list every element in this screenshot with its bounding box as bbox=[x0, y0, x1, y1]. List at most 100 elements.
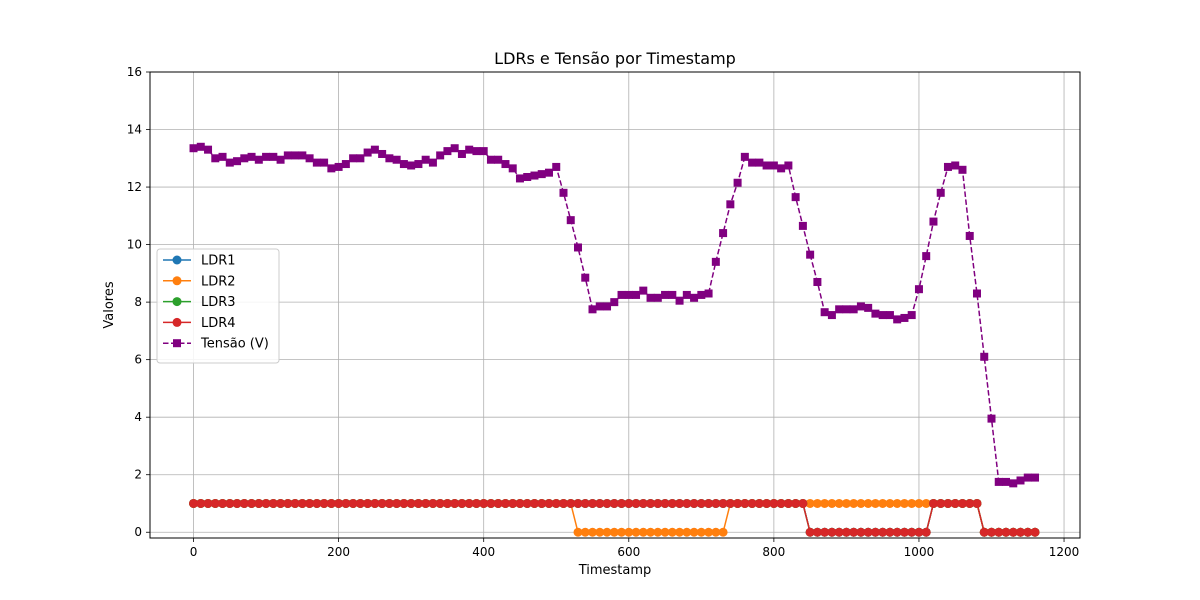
data-point bbox=[501, 160, 510, 169]
data-point bbox=[624, 290, 633, 299]
data-point bbox=[950, 498, 960, 508]
x-tick-label: 200 bbox=[327, 545, 350, 559]
data-point bbox=[595, 302, 604, 311]
data-point bbox=[754, 498, 764, 508]
y-tick-label: 10 bbox=[127, 238, 142, 252]
data-point bbox=[573, 527, 583, 537]
y-tick-label: 0 bbox=[134, 525, 142, 539]
data-point bbox=[885, 311, 894, 320]
data-point bbox=[544, 498, 554, 508]
data-point bbox=[798, 498, 808, 508]
data-point bbox=[827, 498, 837, 508]
data-point bbox=[595, 498, 605, 508]
data-point bbox=[1008, 527, 1018, 537]
data-point bbox=[225, 498, 235, 508]
data-point bbox=[254, 155, 263, 164]
data-point bbox=[479, 147, 488, 156]
data-point bbox=[784, 161, 793, 170]
data-point bbox=[443, 147, 452, 156]
legend-label: LDR2 bbox=[201, 274, 236, 289]
data-point bbox=[965, 231, 974, 240]
data-point bbox=[479, 498, 489, 508]
data-point bbox=[276, 498, 286, 508]
data-point bbox=[762, 161, 771, 170]
legend-item: LDR2 bbox=[163, 274, 236, 289]
data-point bbox=[355, 498, 365, 508]
data-point bbox=[486, 498, 496, 508]
data-point bbox=[552, 162, 561, 171]
data-point bbox=[907, 527, 917, 537]
data-point bbox=[711, 527, 721, 537]
data-point bbox=[196, 498, 206, 508]
data-point bbox=[551, 498, 561, 508]
y-tick-label: 16 bbox=[127, 65, 142, 79]
data-point bbox=[696, 498, 706, 508]
data-point bbox=[581, 273, 590, 282]
legend-marker bbox=[172, 255, 182, 265]
data-point bbox=[544, 168, 553, 177]
data-point bbox=[508, 164, 517, 173]
data-point bbox=[834, 498, 844, 508]
data-point bbox=[573, 498, 583, 508]
data-point bbox=[893, 315, 902, 324]
data-point bbox=[472, 147, 481, 156]
data-point bbox=[580, 527, 590, 537]
data-point bbox=[899, 527, 909, 537]
data-point bbox=[689, 498, 699, 508]
legend-label: LDR3 bbox=[201, 295, 236, 310]
data-point bbox=[312, 498, 322, 508]
data-point bbox=[268, 498, 278, 508]
data-point bbox=[298, 151, 307, 160]
data-point bbox=[588, 305, 597, 314]
data-point bbox=[675, 527, 685, 537]
data-point bbox=[392, 155, 401, 164]
data-point bbox=[936, 188, 945, 197]
data-point bbox=[820, 308, 829, 317]
data-point bbox=[494, 155, 503, 164]
data-point bbox=[696, 527, 706, 537]
data-point bbox=[856, 527, 866, 537]
data-point bbox=[878, 311, 887, 320]
data-point bbox=[421, 498, 431, 508]
y-tick-label: 8 bbox=[134, 295, 142, 309]
data-point bbox=[290, 498, 300, 508]
data-point bbox=[689, 527, 699, 537]
series-layer bbox=[189, 142, 1040, 537]
data-point bbox=[849, 305, 858, 314]
legend-item: LDR4 bbox=[163, 316, 236, 331]
data-point bbox=[580, 498, 590, 508]
data-point bbox=[791, 498, 801, 508]
data-point bbox=[609, 527, 619, 537]
data-point bbox=[820, 498, 830, 508]
data-point bbox=[203, 498, 213, 508]
data-point bbox=[798, 221, 807, 230]
data-point bbox=[457, 149, 466, 158]
x-tick-label: 800 bbox=[762, 545, 785, 559]
data-point bbox=[972, 289, 981, 298]
data-point bbox=[283, 498, 293, 508]
data-point bbox=[943, 498, 953, 508]
data-point bbox=[385, 154, 394, 163]
data-point bbox=[436, 151, 445, 160]
data-point bbox=[667, 498, 677, 508]
data-point bbox=[305, 498, 315, 508]
data-point bbox=[740, 152, 749, 161]
data-point bbox=[269, 152, 278, 161]
data-point bbox=[675, 296, 684, 305]
data-point bbox=[624, 498, 634, 508]
data-point bbox=[957, 498, 967, 508]
data-point bbox=[464, 498, 474, 508]
data-point bbox=[878, 498, 888, 508]
y-axis-label: Valores bbox=[102, 281, 117, 328]
data-point bbox=[262, 152, 271, 161]
data-point bbox=[813, 277, 822, 286]
data-point bbox=[435, 498, 445, 508]
data-point bbox=[624, 527, 634, 537]
data-point bbox=[588, 527, 598, 537]
data-point bbox=[522, 498, 532, 508]
data-point bbox=[428, 158, 437, 167]
data-point bbox=[755, 158, 764, 167]
data-point bbox=[747, 498, 757, 508]
data-point bbox=[341, 498, 351, 508]
data-point bbox=[994, 527, 1004, 537]
